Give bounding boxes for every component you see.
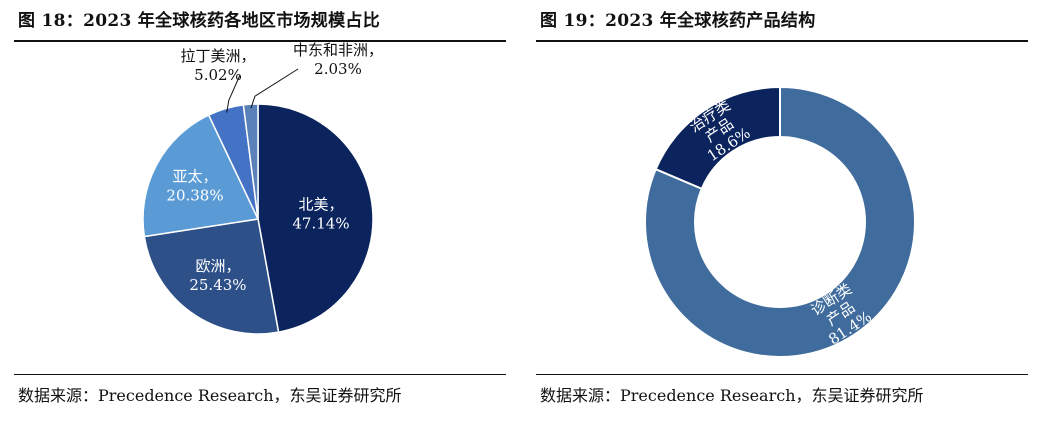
pie-label-name-1: 北美， — [298, 195, 343, 213]
figure-19-title: 图 19：2023 年全球核药产品结构 — [540, 11, 816, 31]
figure-18-top-rule — [14, 40, 506, 42]
pie-leader-line-4 — [226, 74, 241, 113]
figure-18-panel: 图 18：2023 年全球核药各地区市场规模占比 北美， 47.14% 欧洲， 25.… — [14, 0, 506, 422]
pie-label-value-1: 47.14% — [292, 214, 349, 232]
pie-slice-3 — [142, 114, 260, 238]
pie-label-value-3: 20.38% — [166, 187, 223, 205]
region-pie-chart: 北美，47.14% 欧洲，25.43% 亚太，20.38% 拉丁美洲，5.02% 中东和… — [142, 41, 383, 335]
pie-label-name-5: 中东和非洲， — [293, 41, 383, 59]
donut-slice-1 — [644, 85, 916, 358]
pie-slice-2 — [143, 218, 280, 335]
donut-slice-2 — [654, 85, 781, 191]
pie-leader-line-5 — [250, 68, 299, 109]
pie-slice-1 — [257, 103, 374, 334]
figure-19-top-rule — [536, 40, 1028, 42]
pie-label-name-2: 欧洲， — [195, 257, 240, 275]
pie-label-value-5: 2.03% — [314, 60, 362, 78]
pie-label-value-4: 5.02% — [194, 66, 242, 84]
pie-slice-5 — [242, 103, 259, 220]
pie-label-name-4: 拉丁美洲， — [180, 47, 255, 65]
figure-18-bottom-rule — [14, 374, 506, 375]
figure-18-source: 数据来源：Precedence Research，东吴证券研究所 — [18, 386, 402, 405]
figure-19-bottom-rule — [536, 374, 1028, 375]
pie-label-value-2: 25.43% — [189, 276, 246, 294]
figure-18-title: 图 18：2023 年全球核药各地区市场规模占比 — [18, 11, 381, 31]
pie-label-name-3: 亚太， — [173, 168, 218, 186]
figure-19-source: 数据来源：Precedence Research，东吴证券研究所 — [540, 386, 924, 405]
figure-19-panel: 图 19：2023 年全球核药产品结构 诊断类 产品 81.4% 治疗类 产品 18.6%… — [536, 0, 1028, 422]
